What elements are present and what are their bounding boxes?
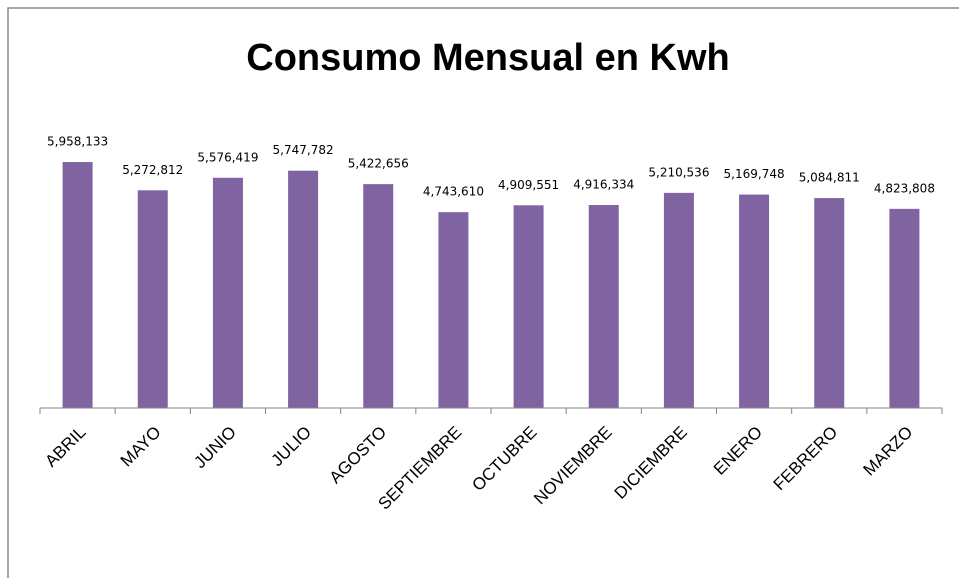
bar bbox=[814, 198, 845, 408]
bar bbox=[62, 162, 93, 408]
bar bbox=[739, 194, 770, 408]
bar bbox=[663, 192, 694, 408]
bar bbox=[438, 212, 469, 408]
value-label: 5,958,133 bbox=[47, 135, 108, 149]
bar bbox=[288, 170, 319, 408]
bar bbox=[513, 205, 544, 408]
bar bbox=[588, 205, 619, 408]
value-label: 5,272,812 bbox=[122, 163, 183, 177]
value-label: 5,210,536 bbox=[648, 165, 709, 179]
value-label: 5,422,656 bbox=[348, 157, 409, 171]
bar bbox=[363, 184, 394, 408]
value-label: 4,823,808 bbox=[874, 181, 935, 195]
value-label: 4,916,334 bbox=[573, 178, 634, 192]
value-label: 4,743,610 bbox=[423, 185, 484, 199]
value-label: 5,576,419 bbox=[197, 150, 258, 164]
chart-title: Consumo Mensual en Kwh bbox=[246, 37, 729, 79]
bar bbox=[212, 177, 243, 408]
value-label: 5,169,748 bbox=[724, 167, 785, 181]
bar bbox=[137, 190, 168, 408]
value-label: 5,084,811 bbox=[799, 171, 860, 185]
value-label: 5,747,782 bbox=[273, 143, 334, 157]
value-label: 4,909,551 bbox=[498, 178, 559, 192]
bar bbox=[889, 208, 920, 408]
